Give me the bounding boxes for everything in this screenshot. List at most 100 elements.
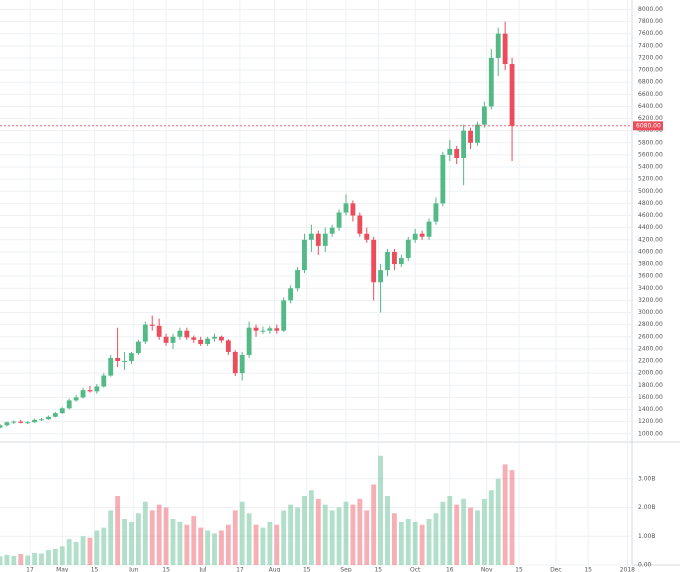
y-tick-label: 3200.00 (638, 297, 663, 304)
candle-body (509, 64, 515, 126)
x-tick-label: 15 (162, 567, 170, 572)
candle-body (177, 330, 183, 337)
volume-bar (481, 498, 487, 565)
y-tick-label: 6600.00 (638, 91, 663, 98)
volume-bar (295, 507, 300, 565)
candle-body (267, 328, 273, 331)
x-tick-label: 17 (236, 567, 244, 572)
x-tick-label: 15 (584, 567, 592, 572)
candle-body (495, 33, 501, 58)
candle-body (191, 337, 197, 340)
volume-bar (385, 496, 390, 565)
x-tick-label: 17 (26, 567, 34, 572)
candle-body (447, 148, 453, 155)
y-tick-label: 4400.00 (638, 224, 663, 231)
y-tick-label: 1400.00 (638, 406, 663, 413)
candle-body (39, 419, 44, 421)
candle-body (502, 33, 508, 65)
y-tick-label: 7400.00 (638, 42, 663, 49)
volume-bar (80, 536, 86, 565)
candle-body (426, 221, 432, 237)
candle-body (288, 288, 294, 301)
y-tick-label: 6400.00 (638, 103, 663, 110)
candle-body (433, 203, 439, 222)
volume-bar (509, 470, 515, 565)
candle-body (101, 375, 107, 387)
volume-bar (412, 521, 418, 565)
candle-body (295, 270, 300, 289)
x-tick-label: 2018 (620, 567, 635, 572)
volume-bar (184, 524, 190, 565)
y2-tick-label: 3.00B (638, 475, 655, 482)
volume-bar (0, 556, 3, 565)
candle-body (454, 148, 460, 158)
volume-bar (461, 498, 467, 565)
y-tick-label: 3000.00 (638, 309, 663, 316)
candle-body (336, 212, 342, 228)
candle-body (239, 354, 245, 374)
volume-bar (115, 496, 121, 565)
volume-bar (495, 478, 501, 565)
candle-body (343, 203, 349, 213)
candle-body (405, 239, 411, 258)
candle-body (219, 336, 224, 341)
candle-body (135, 341, 141, 354)
volume-bar (46, 550, 51, 565)
volume-bar (225, 524, 231, 565)
volume-bar (260, 527, 266, 565)
candle-body (205, 338, 211, 345)
candle-body (281, 300, 287, 331)
candle-body (412, 233, 418, 240)
y-tick-label: 2200.00 (638, 358, 663, 365)
candle-body (170, 336, 176, 343)
volume-bar (170, 519, 176, 565)
y-tick-label: 4600.00 (638, 212, 663, 219)
y2-tick-label: 1.00B (638, 533, 655, 540)
x-tick-label: 15 (303, 567, 311, 572)
volume-bar (475, 510, 480, 565)
y-tick-label: 2600.00 (638, 333, 663, 340)
y-tick-label: 6000.00 (638, 127, 663, 134)
candle-body (129, 353, 134, 362)
volume-bar (433, 513, 439, 565)
y-tick-label: 2800.00 (638, 321, 663, 328)
x-tick-label: Dec (550, 567, 562, 572)
x-tick-label: 16 (446, 567, 454, 572)
y-tick-label: 3800.00 (638, 261, 663, 268)
volume-bar (308, 490, 314, 565)
volume-bar (239, 501, 245, 565)
volume-bar (322, 504, 328, 565)
y-tick-label: 7600.00 (638, 30, 663, 37)
candle-body (0, 425, 3, 428)
candle-body (322, 233, 328, 246)
candle-body (302, 239, 307, 271)
candle-body (149, 324, 155, 326)
last-price-label: 6080.00 (636, 122, 661, 129)
candle-body (142, 324, 148, 342)
x-tick-label: Jun (128, 567, 139, 572)
volume-bar (336, 507, 342, 565)
candle-body (461, 130, 467, 158)
y-tick-label: 4000.00 (638, 248, 663, 255)
volume-bar (163, 507, 169, 565)
x-tick-label: Aug (269, 567, 281, 572)
candle-body (260, 330, 266, 332)
volume-bar (246, 513, 252, 565)
y-tick-label: 6800.00 (638, 79, 663, 86)
candle-body (253, 327, 259, 331)
volume-bar (32, 552, 38, 565)
volume-bar (18, 554, 24, 565)
candle-body (308, 233, 314, 240)
candle-body (371, 239, 377, 283)
volume-bar (398, 521, 404, 565)
y-tick-label: 2400.00 (638, 345, 663, 352)
volume-bar (177, 521, 183, 565)
candle-body (385, 251, 390, 271)
x-tick-label: Jul (198, 567, 207, 572)
volume-bar (274, 524, 280, 565)
candle-body (11, 421, 17, 423)
candle-body (52, 413, 58, 417)
volume-bar (39, 553, 44, 565)
